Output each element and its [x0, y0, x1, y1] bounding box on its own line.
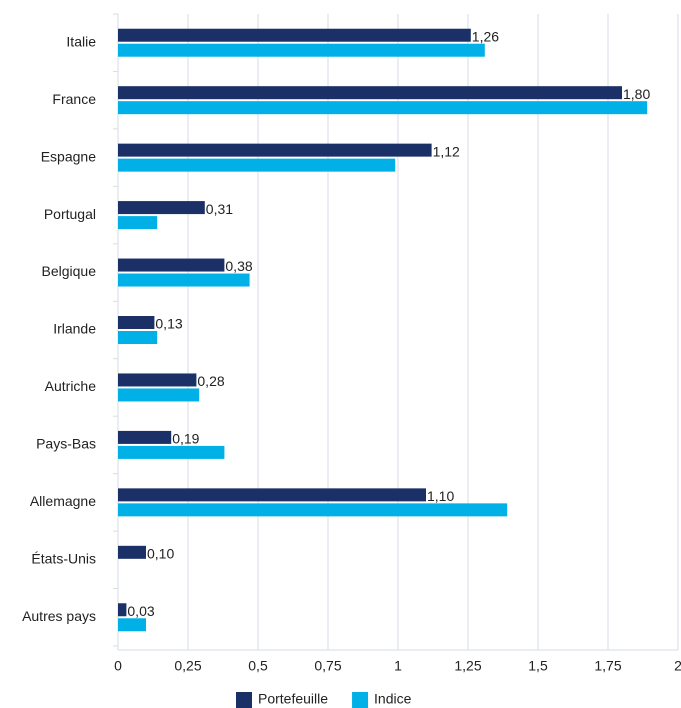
- x-tick-label: 0,5: [248, 658, 268, 674]
- data-label: 0,31: [206, 201, 233, 217]
- bar: [118, 373, 197, 387]
- bar: [118, 331, 158, 344]
- bar: [118, 503, 508, 517]
- x-tick-label: 0: [114, 658, 122, 674]
- data-label: 1,80: [623, 86, 650, 102]
- data-label: 0,10: [147, 546, 174, 562]
- y-tick-label: Irlande: [53, 321, 96, 337]
- data-label: 1,10: [427, 488, 454, 504]
- bar: [118, 101, 648, 115]
- y-tick-label: Autres pays: [22, 608, 96, 624]
- y-tick-label: Allemagne: [30, 493, 96, 509]
- bar: [118, 316, 155, 329]
- bar: [118, 445, 225, 459]
- x-tick-label: 0,25: [174, 658, 201, 674]
- bar: [118, 603, 127, 617]
- data-label: 0,03: [127, 603, 154, 619]
- y-tick-label: Italie: [66, 33, 96, 49]
- data-label: 0,19: [172, 431, 199, 447]
- bar: [118, 545, 146, 559]
- legend-label: Indice: [374, 691, 412, 707]
- bar: [118, 388, 200, 402]
- data-label: 1,26: [472, 28, 499, 44]
- y-tick-label: Espagne: [41, 148, 96, 164]
- data-label: 0,38: [225, 258, 252, 274]
- y-tick-label: Autriche: [45, 378, 97, 394]
- bar: [118, 273, 250, 287]
- y-tick-label: France: [52, 91, 96, 107]
- x-tick-label: 1: [394, 658, 402, 674]
- x-tick-label: 0,75: [314, 658, 341, 674]
- legend-swatch: [352, 692, 369, 708]
- bar: [118, 28, 471, 42]
- x-tick-label: 1,5: [528, 658, 548, 674]
- data-label: 0,13: [155, 316, 182, 332]
- x-tick-label: 2: [674, 658, 681, 674]
- bar: [118, 86, 622, 100]
- x-tick-label: 1,25: [454, 658, 481, 674]
- legend-swatch: [236, 692, 252, 708]
- x-tick-label: 1,75: [594, 658, 621, 674]
- bar: [118, 488, 426, 502]
- bar: [118, 158, 396, 172]
- bar: [118, 216, 158, 230]
- bar: [118, 143, 432, 157]
- y-tick-label: Belgique: [42, 263, 97, 279]
- y-tick-label: États-Unis: [31, 551, 96, 567]
- y-tick-label: Portugal: [44, 206, 96, 222]
- bar: [118, 430, 172, 444]
- bar: [118, 201, 205, 215]
- data-label: 1,12: [433, 143, 460, 159]
- y-tick-label: Pays-Bas: [36, 436, 96, 452]
- legend-label: Portefeuille: [258, 691, 328, 707]
- bar: [118, 258, 225, 272]
- bar: [118, 43, 485, 57]
- bar: [118, 618, 146, 632]
- data-label: 0,28: [197, 373, 224, 389]
